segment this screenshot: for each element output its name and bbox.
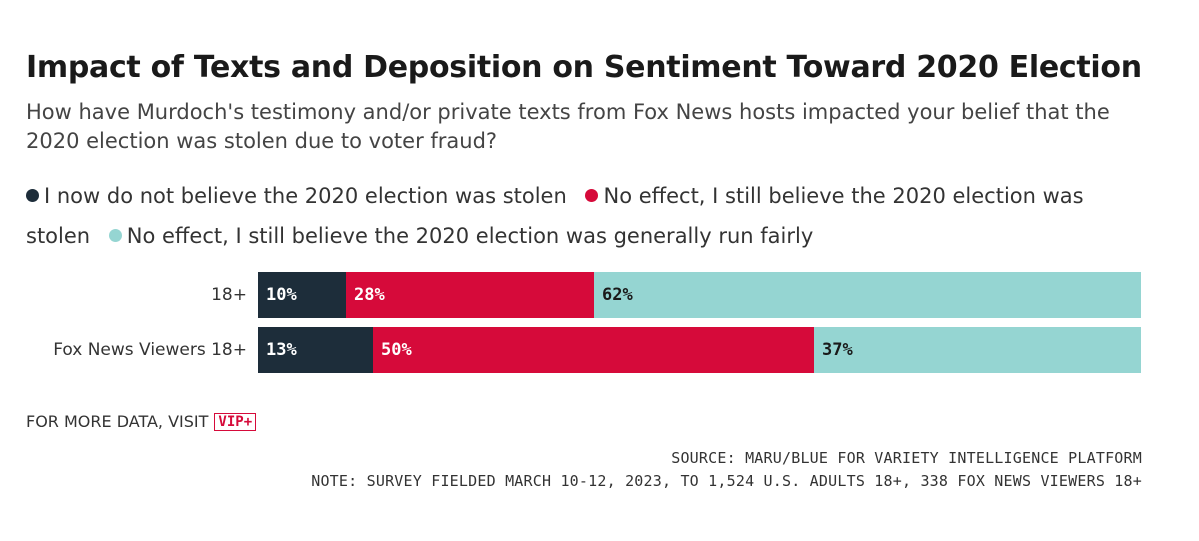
more-data-link[interactable]: FOR MORE DATA, VISIT VIP+ <box>26 412 257 431</box>
data-label: 37% <box>822 340 853 360</box>
data-label: 10% <box>266 285 297 305</box>
bar-segment <box>258 327 373 373</box>
legend-dot-icon <box>26 189 39 202</box>
bar-segment <box>814 327 1141 373</box>
legend-label: I now do not believe the 2020 election w… <box>44 184 567 208</box>
legend-item-run-fairly: No effect, I still believe the 2020 elec… <box>108 224 814 248</box>
data-label: 50% <box>381 340 412 360</box>
bar-segment <box>346 272 594 318</box>
legend: I now do not believe the 2020 election w… <box>26 176 1136 256</box>
chart-subtitle: How have Murdoch's testimony and/or priv… <box>26 100 1110 153</box>
legend-item-still-stolen: No effect, I still believe the 2020 elec… <box>26 184 1084 248</box>
legend-label: No effect, I still believe the 2020 elec… <box>26 184 1084 248</box>
category-label: 18+ <box>211 285 247 305</box>
bar-segment <box>258 272 346 318</box>
more-data-label: FOR MORE DATA, VISIT <box>26 412 209 431</box>
source-note: SOURCE: MARU/BLUE FOR VARIETY INTELLIGEN… <box>671 449 1142 467</box>
chart-title: Impact of Texts and Deposition on Sentim… <box>26 50 1142 85</box>
category-label: Fox News Viewers 18+ <box>53 340 247 360</box>
legend-label: No effect, I still believe the 2020 elec… <box>126 224 814 248</box>
bar-segment <box>594 272 1141 318</box>
legend-dot-icon <box>585 189 599 202</box>
bar-segment <box>373 327 814 373</box>
data-label: 13% <box>266 340 297 360</box>
legend-item-not-stolen: I now do not believe the 2020 election w… <box>26 184 567 208</box>
data-label: 62% <box>602 285 633 305</box>
survey-note: NOTE: SURVEY FIELDED MARCH 10-12, 2023, … <box>311 472 1142 490</box>
data-label: 28% <box>354 285 385 305</box>
legend-dot-icon <box>108 229 122 242</box>
vip-plus-logo[interactable]: VIP+ <box>214 413 257 431</box>
